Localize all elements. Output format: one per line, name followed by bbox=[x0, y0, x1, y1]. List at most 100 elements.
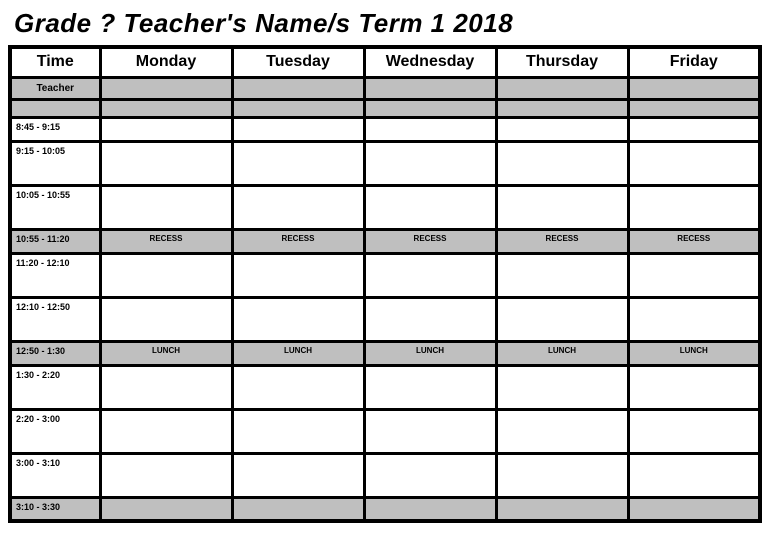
slot-cell bbox=[364, 185, 496, 229]
table-row: 1:30 - 2:20 bbox=[10, 365, 760, 409]
slot-cell bbox=[232, 497, 364, 521]
slot-cell bbox=[496, 497, 628, 521]
table-row: 11:20 - 12:10 bbox=[10, 253, 760, 297]
break-cell: RECESS bbox=[628, 229, 760, 253]
time-cell: 11:20 - 12:10 bbox=[10, 253, 100, 297]
teacher-cell bbox=[232, 77, 364, 99]
teacher-label: Teacher bbox=[10, 77, 100, 99]
time-cell: 2:20 - 3:00 bbox=[10, 409, 100, 453]
blank-cell bbox=[364, 99, 496, 117]
slot-cell bbox=[100, 141, 232, 185]
slot-cell bbox=[628, 185, 760, 229]
break-cell: RECESS bbox=[232, 229, 364, 253]
slot-cell bbox=[496, 453, 628, 497]
teacher-row: Teacher bbox=[10, 77, 760, 99]
teacher-cell bbox=[628, 77, 760, 99]
time-cell: 8:45 - 9:15 bbox=[10, 117, 100, 141]
slot-cell bbox=[496, 253, 628, 297]
time-cell: 1:30 - 2:20 bbox=[10, 365, 100, 409]
teacher-cell bbox=[100, 77, 232, 99]
table-row: 12:50 - 1:30LUNCHLUNCHLUNCHLUNCHLUNCH bbox=[10, 341, 760, 365]
break-cell: LUNCH bbox=[496, 341, 628, 365]
header-day: Friday bbox=[628, 47, 760, 77]
slot-cell bbox=[628, 497, 760, 521]
header-day: Wednesday bbox=[364, 47, 496, 77]
teacher-cell bbox=[364, 77, 496, 99]
slot-cell bbox=[364, 409, 496, 453]
header-day: Monday bbox=[100, 47, 232, 77]
table-row: 3:00 - 3:10 bbox=[10, 453, 760, 497]
slot-cell bbox=[628, 365, 760, 409]
time-cell: 10:55 - 11:20 bbox=[10, 229, 100, 253]
slot-cell bbox=[364, 453, 496, 497]
blank-cell bbox=[232, 99, 364, 117]
slot-cell bbox=[232, 117, 364, 141]
slot-cell bbox=[496, 185, 628, 229]
blank-cell bbox=[10, 99, 100, 117]
slot-cell bbox=[628, 141, 760, 185]
time-cell: 10:05 - 10:55 bbox=[10, 185, 100, 229]
slot-cell bbox=[628, 253, 760, 297]
slot-cell bbox=[100, 497, 232, 521]
table-row: 12:10 - 12:50 bbox=[10, 297, 760, 341]
time-cell: 12:10 - 12:50 bbox=[10, 297, 100, 341]
time-cell: 9:15 - 10:05 bbox=[10, 141, 100, 185]
break-cell: LUNCH bbox=[232, 341, 364, 365]
slot-cell bbox=[232, 253, 364, 297]
header-day: Thursday bbox=[496, 47, 628, 77]
time-cell: 3:10 - 3:30 bbox=[10, 497, 100, 521]
table-row: 9:15 - 10:05 bbox=[10, 141, 760, 185]
slot-cell bbox=[100, 185, 232, 229]
time-cell: 3:00 - 3:10 bbox=[10, 453, 100, 497]
break-cell: RECESS bbox=[100, 229, 232, 253]
table-row: 10:55 - 11:20RECESSRECESSRECESSRECESSREC… bbox=[10, 229, 760, 253]
slot-cell bbox=[364, 365, 496, 409]
slot-cell bbox=[496, 141, 628, 185]
slot-cell bbox=[364, 253, 496, 297]
slot-cell bbox=[628, 297, 760, 341]
slot-cell bbox=[496, 297, 628, 341]
slot-cell bbox=[232, 185, 364, 229]
slot-cell bbox=[364, 497, 496, 521]
slot-cell bbox=[628, 117, 760, 141]
slot-cell bbox=[232, 141, 364, 185]
slot-cell bbox=[496, 365, 628, 409]
header-time: Time bbox=[10, 47, 100, 77]
table-row: 8:45 - 9:15 bbox=[10, 117, 760, 141]
slot-cell bbox=[628, 409, 760, 453]
slot-cell bbox=[628, 453, 760, 497]
slot-cell bbox=[232, 409, 364, 453]
slot-cell bbox=[364, 141, 496, 185]
blank-cell bbox=[100, 99, 232, 117]
page-title: Grade ? Teacher's Name/s Term 1 2018 bbox=[14, 8, 760, 39]
blank-cell bbox=[496, 99, 628, 117]
teacher-cell bbox=[496, 77, 628, 99]
timetable: Time Monday Tuesday Wednesday Thursday F… bbox=[8, 45, 762, 523]
break-cell: LUNCH bbox=[628, 341, 760, 365]
slot-cell bbox=[100, 409, 232, 453]
slot-cell bbox=[100, 297, 232, 341]
blank-cell bbox=[628, 99, 760, 117]
slot-cell bbox=[232, 453, 364, 497]
header-day: Tuesday bbox=[232, 47, 364, 77]
break-cell: LUNCH bbox=[100, 341, 232, 365]
break-cell: LUNCH bbox=[364, 341, 496, 365]
slot-cell bbox=[100, 453, 232, 497]
slot-cell bbox=[364, 297, 496, 341]
table-row: 2:20 - 3:00 bbox=[10, 409, 760, 453]
break-cell: RECESS bbox=[496, 229, 628, 253]
slot-cell bbox=[232, 365, 364, 409]
header-row: Time Monday Tuesday Wednesday Thursday F… bbox=[10, 47, 760, 77]
slot-cell bbox=[100, 365, 232, 409]
slot-cell bbox=[100, 117, 232, 141]
slot-cell bbox=[496, 409, 628, 453]
slot-cell bbox=[100, 253, 232, 297]
time-cell: 12:50 - 1:30 bbox=[10, 341, 100, 365]
break-cell: RECESS bbox=[364, 229, 496, 253]
slot-cell bbox=[364, 117, 496, 141]
table-row: 10:05 - 10:55 bbox=[10, 185, 760, 229]
blank-row bbox=[10, 99, 760, 117]
slot-cell bbox=[496, 117, 628, 141]
table-row: 3:10 - 3:30 bbox=[10, 497, 760, 521]
slot-cell bbox=[232, 297, 364, 341]
